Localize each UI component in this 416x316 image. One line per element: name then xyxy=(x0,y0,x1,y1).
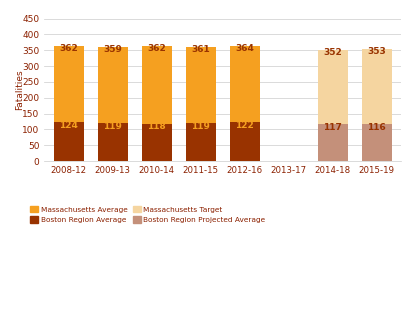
Bar xyxy=(186,124,215,161)
Bar xyxy=(230,46,260,123)
Text: 353: 353 xyxy=(367,47,386,56)
Bar xyxy=(54,46,84,122)
Text: 364: 364 xyxy=(235,44,254,53)
Bar xyxy=(362,125,392,161)
Bar xyxy=(98,47,128,124)
Bar xyxy=(230,123,260,161)
Bar xyxy=(318,50,348,124)
Text: 119: 119 xyxy=(191,122,210,131)
Text: 352: 352 xyxy=(323,48,342,57)
Text: 362: 362 xyxy=(59,45,78,53)
Bar xyxy=(142,124,172,161)
Bar xyxy=(186,47,215,124)
Text: 117: 117 xyxy=(323,123,342,132)
Text: 359: 359 xyxy=(103,46,122,54)
Bar xyxy=(54,122,84,161)
Bar xyxy=(362,49,392,125)
Text: 116: 116 xyxy=(367,123,386,132)
Bar xyxy=(318,124,348,161)
Text: 362: 362 xyxy=(147,45,166,53)
Legend: Massachusetts Average, Boston Region Average, Massachusetts Target, Boston Regio: Massachusetts Average, Boston Region Ave… xyxy=(30,206,265,223)
Text: 124: 124 xyxy=(59,120,78,130)
Text: 361: 361 xyxy=(191,45,210,54)
Bar xyxy=(142,46,172,124)
Text: 119: 119 xyxy=(103,122,122,131)
Bar xyxy=(98,124,128,161)
Y-axis label: Fatalities: Fatalities xyxy=(15,70,24,110)
Text: 118: 118 xyxy=(147,122,166,131)
Text: 122: 122 xyxy=(235,121,254,130)
